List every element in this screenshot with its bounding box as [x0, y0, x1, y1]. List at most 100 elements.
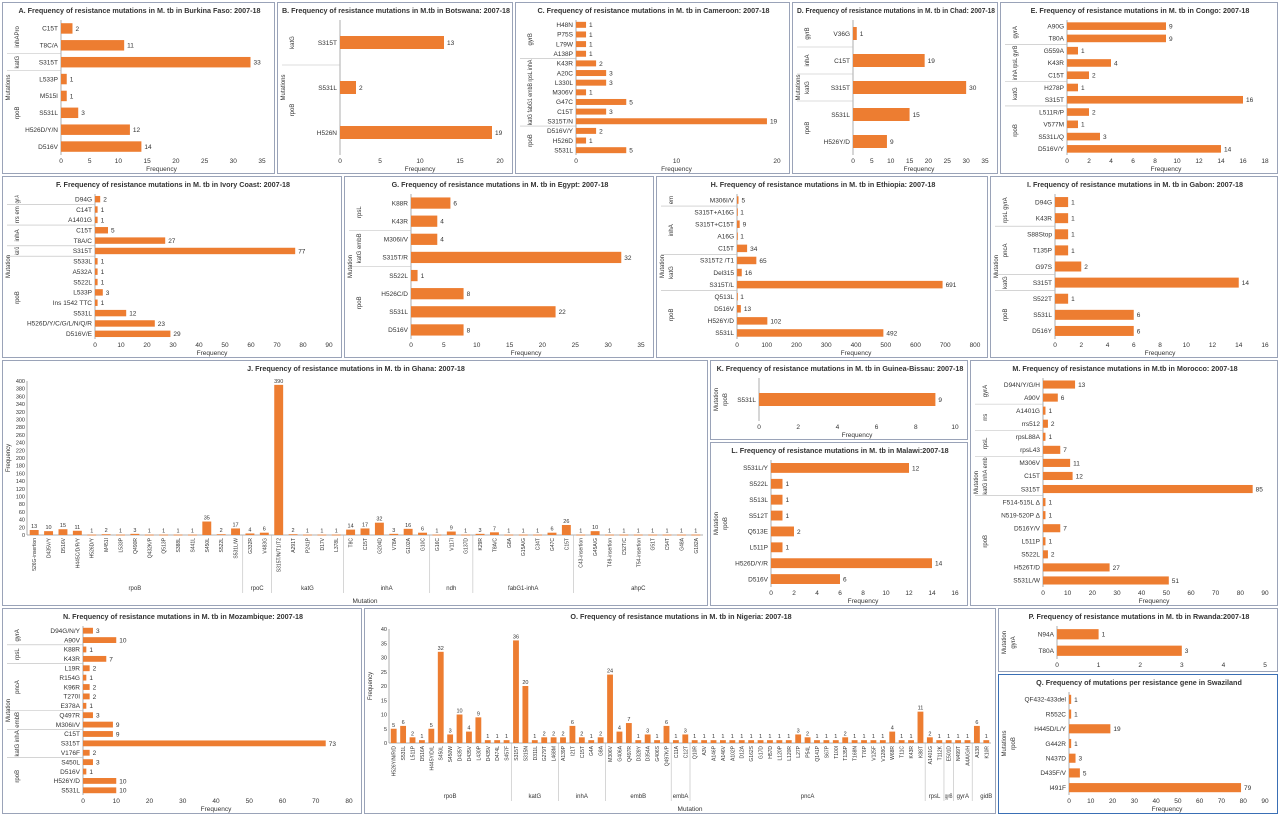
group-label: katG [15, 56, 21, 69]
category-label: Q497K/P [664, 745, 670, 766]
data-label: 16 [1246, 97, 1254, 104]
y-axis-label: Mutation [348, 255, 354, 278]
data-label: 1 [421, 273, 425, 280]
data-label: 1 [1071, 199, 1075, 206]
data-label: 3 [449, 728, 452, 734]
x-tick-label: 60 [279, 798, 287, 805]
bar [1057, 629, 1099, 640]
x-axis-label: Mutation [678, 806, 703, 813]
data-label: 1 [522, 529, 525, 535]
bar [541, 737, 548, 743]
data-label: 1 [815, 734, 818, 740]
category-label: S315T [39, 59, 58, 66]
category-label: M306I/V [56, 722, 81, 729]
x-tick-label: 10 [1087, 798, 1095, 805]
data-label: 6 [1137, 312, 1141, 319]
x-tick-label: 15 [456, 158, 464, 165]
bar [83, 712, 93, 719]
chart-svg-l: L. Frequency of resistance mutations in … [714, 446, 959, 605]
x-tick-label: 4 [836, 424, 840, 431]
chart-title: G. Frequency of resistance mutations in … [392, 180, 609, 189]
data-label: 2 [1092, 73, 1096, 80]
category-label: A20C [557, 70, 574, 77]
category-label: L330L [555, 80, 573, 87]
bar [1055, 213, 1069, 224]
data-label: 2 [93, 684, 97, 691]
category-label: H526Y/D [708, 318, 735, 325]
category-label: S531L/W [1013, 578, 1041, 585]
category-label: G45A/G [593, 538, 599, 556]
x-tick-label: 60 [247, 342, 255, 349]
bar [83, 768, 87, 775]
category-label: D516V [38, 144, 59, 151]
data-label: 1 [1048, 513, 1052, 520]
x-tick-label: 20 [925, 158, 933, 165]
x-tick-label: 0 [769, 590, 773, 597]
x-tick-label: 0 [81, 798, 85, 805]
bar [1055, 277, 1239, 288]
category-label: A146P [712, 745, 718, 761]
group-label: inhA rpsL gyrB [1013, 46, 1019, 81]
bar [101, 534, 111, 536]
x-tick-label: 12 [905, 590, 913, 597]
bar [672, 740, 679, 743]
category-label: R552C [1046, 711, 1067, 718]
x-tick-label: 0 [1041, 590, 1045, 597]
group-label: fabG1-inhA [508, 586, 538, 592]
y-tick-label: 180 [16, 464, 25, 470]
data-label: 1 [768, 734, 771, 740]
bar [1067, 59, 1111, 67]
data-label: 27 [1113, 565, 1121, 572]
category-label: G97S [1035, 264, 1052, 271]
bar [533, 534, 543, 536]
data-label: 11 [74, 525, 80, 531]
category-label: Q490R [133, 538, 139, 554]
data-label: 1 [101, 300, 105, 307]
bar [898, 740, 905, 743]
group-label: rpoB [357, 296, 363, 309]
bar [771, 558, 932, 569]
x-axis-label: Frequency [146, 166, 177, 173]
category-label: S315T/N [547, 119, 573, 126]
data-label: 1 [589, 90, 593, 97]
chart-svg-q: Q. Frequency of mutations per resistance… [1002, 678, 1269, 813]
bar [83, 759, 93, 766]
category-label: S315T [318, 40, 337, 47]
bar [130, 533, 140, 535]
chart-title: P. Frequency of resistance mutations in … [1029, 612, 1250, 621]
bar [95, 227, 108, 234]
category-label: S531L [737, 397, 756, 404]
bar [461, 534, 471, 536]
bar [759, 393, 936, 406]
x-tick-label: 5 [88, 158, 92, 165]
category-label: D435V [486, 745, 492, 761]
bar [729, 740, 736, 743]
bar [1055, 229, 1069, 240]
bar [576, 41, 587, 48]
group-label: inhA [381, 586, 393, 592]
category-label: A1401G [68, 217, 92, 224]
category-label: G51T [651, 538, 657, 551]
data-label: 1 [957, 734, 960, 740]
bar [87, 534, 97, 536]
data-label: 2 [797, 529, 801, 536]
bar [475, 717, 482, 743]
x-tick-label: 2 [792, 590, 796, 597]
category-label: G8A [507, 537, 513, 548]
x-tick-label: 25 [201, 158, 209, 165]
bar [983, 740, 990, 743]
x-tick-label: 30 [1131, 798, 1139, 805]
x-tick-label: 16 [1261, 342, 1269, 349]
x-tick-label: 0 [851, 158, 855, 165]
bar [1043, 445, 1061, 454]
bar [771, 574, 840, 584]
chart-svg-n: N. Frequency of resistance mutations in … [6, 612, 353, 813]
x-tick-label: 8 [1153, 158, 1157, 165]
x-tick-label: 300 [821, 342, 832, 349]
data-label: 4 [440, 237, 444, 244]
data-label: 2 [75, 26, 79, 33]
data-label: 34 [750, 246, 758, 253]
data-label: 691 [946, 282, 957, 289]
data-label: 3 [1079, 756, 1083, 763]
x-tick-label: 80 [299, 342, 307, 349]
